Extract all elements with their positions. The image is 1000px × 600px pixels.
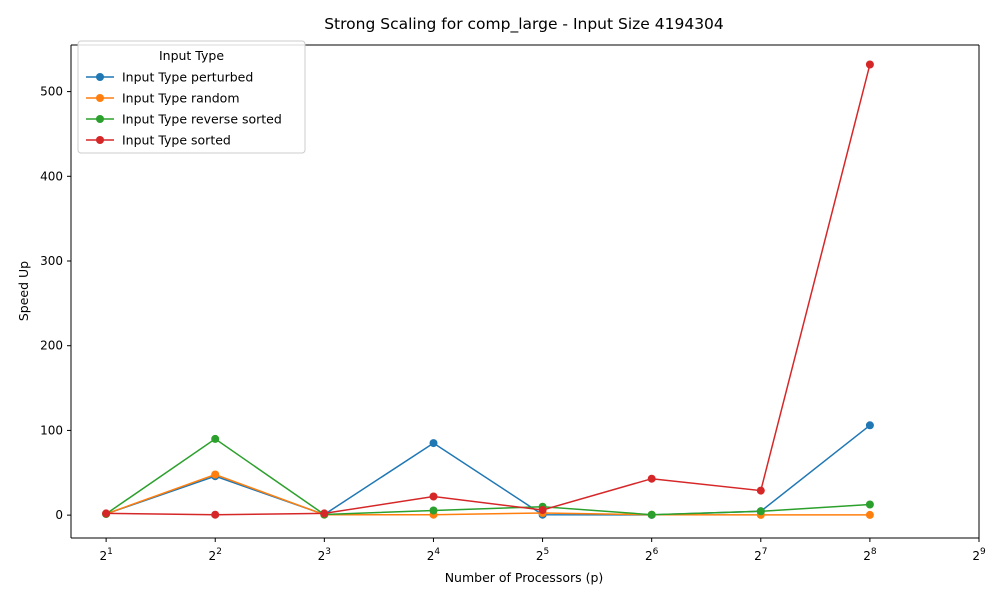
series-line-2: [105, 437, 870, 516]
legend-title: Input Type: [159, 48, 224, 63]
legend-label-2: Input Type reverse sorted: [122, 112, 282, 127]
chart-title: Strong Scaling for comp_large - Input Si…: [324, 15, 724, 34]
y-tick-label: 0: [55, 508, 63, 522]
data-point-3-1: [211, 510, 220, 519]
legend-box: [77, 40, 306, 154]
x-tick-exponent: 2: [216, 547, 222, 557]
data-point-3-6: [756, 486, 765, 495]
series-line-3: [106, 64, 871, 516]
legend-marker-3: [96, 136, 104, 144]
legend-marker-0: [96, 73, 104, 81]
y-tick-label: 300: [40, 254, 63, 268]
x-tick-exponent: 9: [980, 547, 986, 557]
data-point-0-3: [429, 439, 438, 448]
x-axis-label: Number of Processors (p): [445, 570, 604, 585]
data-point-3-3: [429, 492, 438, 501]
data-point-3-5: [647, 474, 656, 483]
data-point-2-3: [429, 506, 438, 515]
data-point-3-0: [102, 509, 111, 518]
data-point-3-2: [320, 509, 329, 518]
data-point-2-1: [211, 434, 220, 443]
legend-marker-2: [96, 115, 104, 123]
x-tick-exponent: 1: [107, 547, 113, 557]
x-tick-exponent: 6: [653, 547, 659, 557]
legend-marker-1: [96, 94, 104, 102]
legend: Input Type Input Type perturbed Input Typ…: [77, 40, 306, 154]
y-tick-label: 200: [40, 339, 63, 353]
data-point-2-7: [865, 500, 874, 509]
x-tick-exponent: 3: [325, 547, 331, 557]
y-tick-label: 400: [40, 169, 63, 183]
x-tick-exponent: 8: [871, 547, 877, 557]
y-tick-label: 100: [40, 423, 63, 437]
data-point-2-6: [756, 507, 765, 516]
legend-label-1: Input Type random: [122, 91, 240, 106]
y-axis-label: Speed Up: [16, 261, 31, 321]
y-tick-label: 500: [40, 85, 63, 99]
data-point-3-4: [538, 506, 547, 514]
data-point-1-7: [865, 510, 874, 519]
x-axis: 21 22 23 24 25 26 27 28 29: [99, 538, 986, 563]
legend-label-3: Input Type sorted: [122, 133, 231, 148]
data-point-1-1: [211, 470, 220, 479]
data-point-2-5: [647, 510, 656, 519]
data-point-0-7: [865, 421, 874, 430]
y-axis: 0 100 200 300 400 500: [40, 85, 71, 522]
data-point-3-7: [865, 60, 874, 69]
plot-area: [70, 44, 980, 539]
x-tick-exponent: 5: [544, 547, 550, 557]
series-line-1: [105, 473, 870, 516]
legend-label-0: Input Type perturbed: [122, 70, 253, 85]
x-tick-exponent: 4: [434, 547, 440, 557]
x-tick-exponent: 7: [762, 547, 768, 557]
